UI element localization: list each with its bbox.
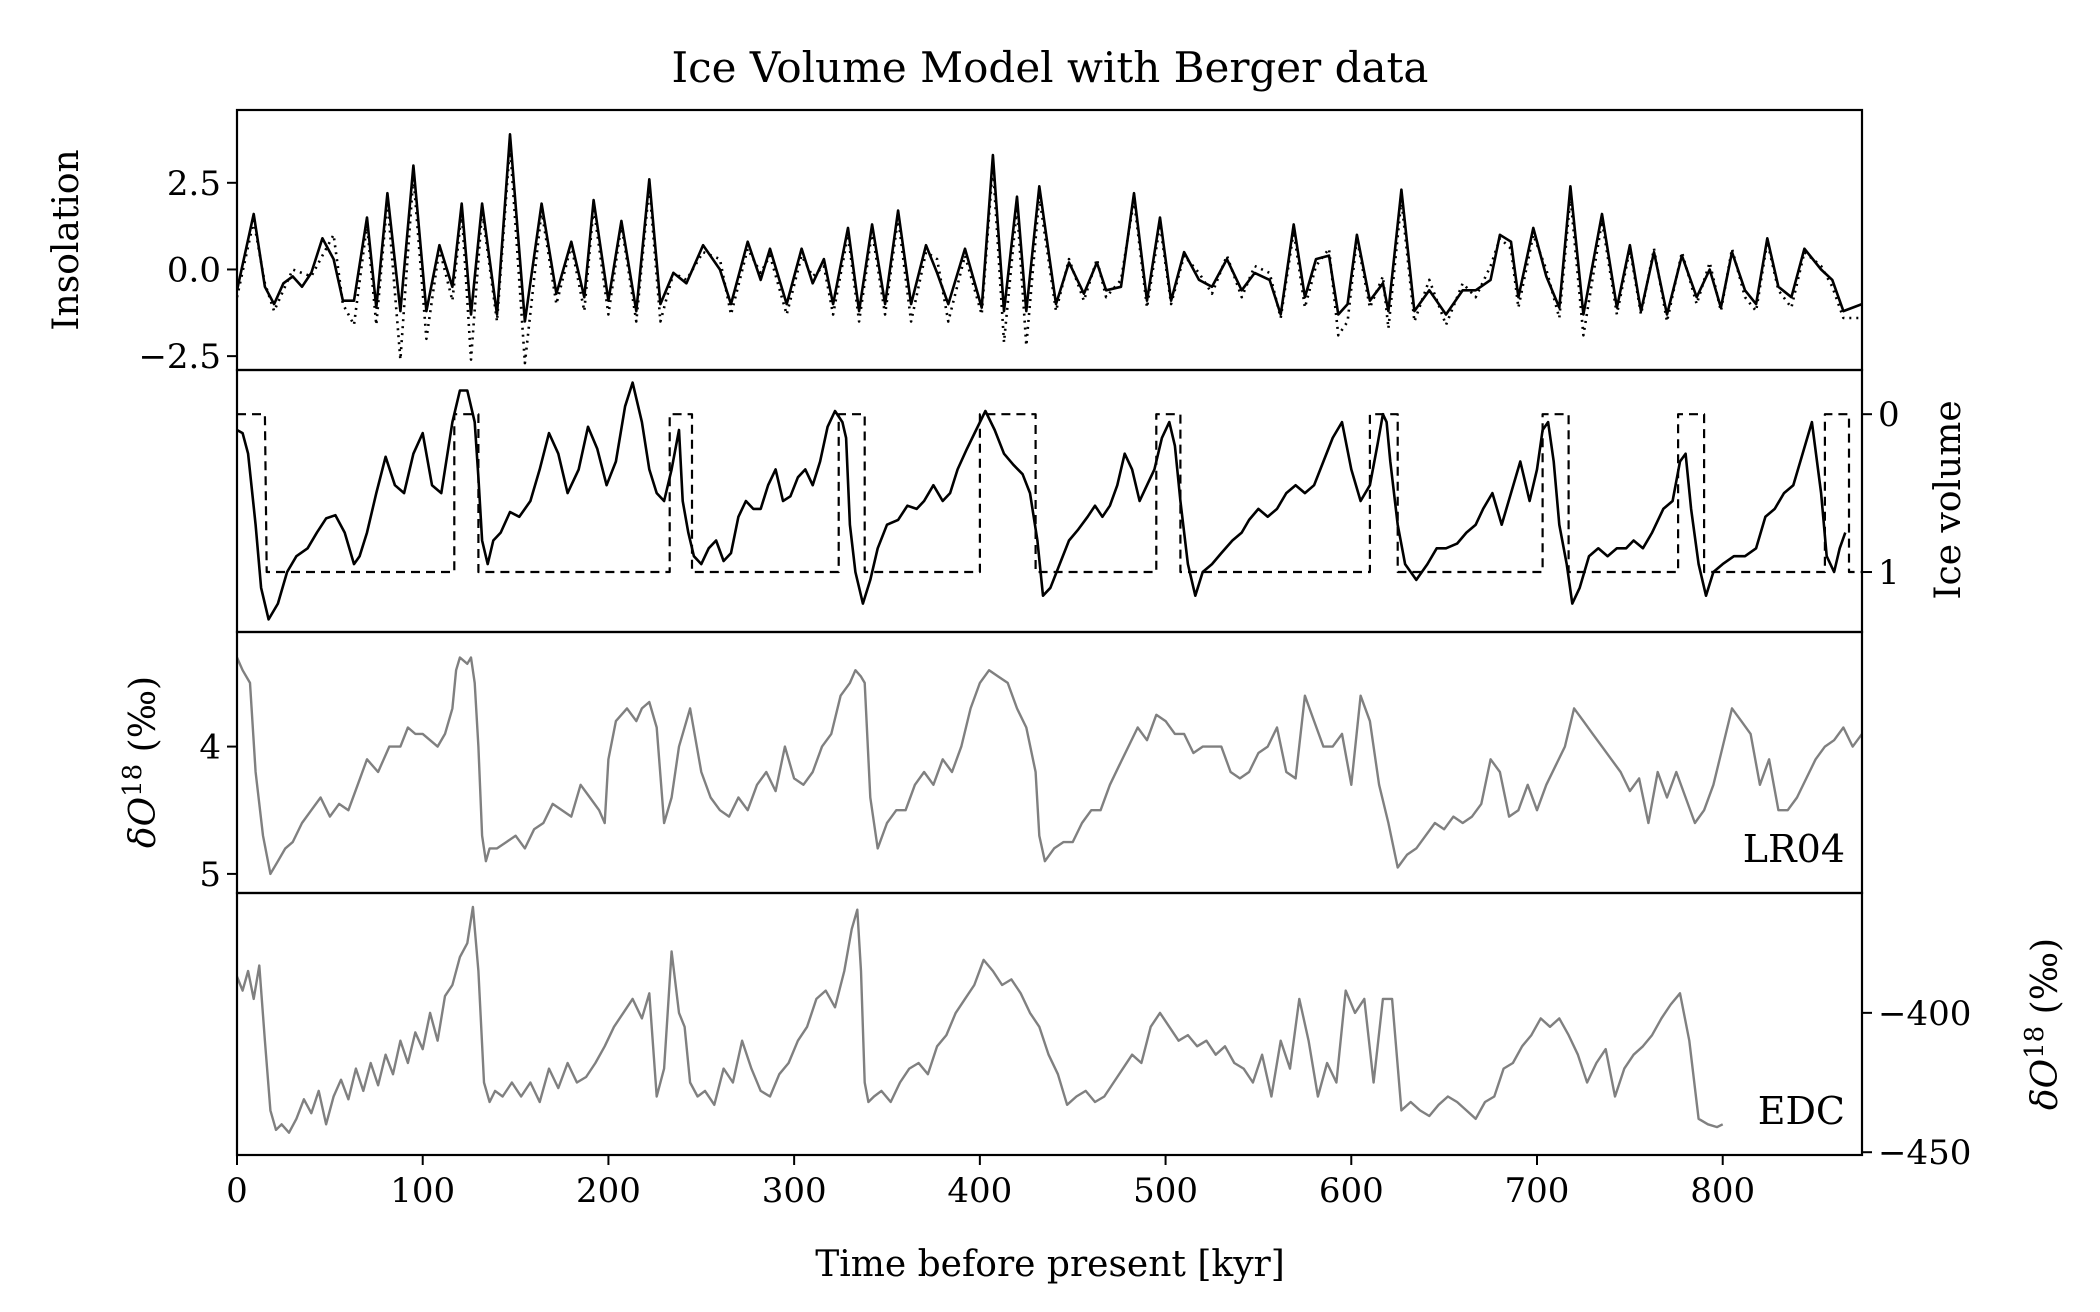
lr04-ytick-label: 5	[199, 855, 221, 895]
x-tick-label: 400	[947, 1171, 1012, 1211]
lr04-label: LR04	[1743, 827, 1845, 871]
x-tick-label: 700	[1505, 1171, 1570, 1211]
x-tick-label: 100	[390, 1171, 455, 1211]
lr04-series-solid	[237, 656, 1862, 876]
insolation-ytick-label: 0.0	[167, 250, 221, 290]
edc-series-solid	[237, 905, 1724, 1134]
x-axis: 0 100 200 300 400 500 600 700 800	[226, 1155, 1755, 1211]
x-tick-label: 600	[1319, 1171, 1384, 1211]
edc-frame	[235, 891, 1864, 1157]
panel-ice-volume: 01	[235, 368, 1900, 634]
edc-label: EDC	[1758, 1089, 1845, 1133]
panel-lr04: 45	[199, 630, 1864, 895]
edc-ytick-label: −450	[1878, 1133, 1971, 1173]
insolation-series-solid	[237, 133, 1862, 323]
x-tick-label: 300	[762, 1171, 827, 1211]
edc-ylabel: δO18 (‰)	[2020, 938, 2066, 1110]
panel-insolation: 2.5 0.0 −2.5	[138, 108, 1864, 377]
insolation-ytick-label: −2.5	[138, 337, 221, 377]
ice-volume-series-solid	[237, 381, 1847, 621]
x-tick-label: 800	[1690, 1171, 1755, 1211]
lr04-ylabel: δO18 (‰)	[118, 676, 164, 848]
ice-volume-ytick-label: 1	[1878, 553, 1900, 593]
insolation-ytick-label: 2.5	[167, 164, 221, 204]
edc-ytick-label: −400	[1878, 994, 1971, 1034]
ice-volume-ytick-label: 0	[1878, 395, 1900, 435]
ice-volume-series-dashed	[237, 413, 1862, 574]
ice-volume-ylabel: Ice volume	[1928, 400, 1969, 599]
x-axis-label: Time before present [kyr]	[815, 1244, 1285, 1285]
lr04-ytick-label: 4	[199, 728, 221, 768]
x-tick-label: 500	[1133, 1171, 1198, 1211]
x-tick-label: 200	[576, 1171, 641, 1211]
insolation-ylabel: Insolation	[46, 149, 87, 330]
x-tick-label: 0	[226, 1171, 248, 1211]
panel-edc: −400 −450	[235, 891, 1971, 1173]
chart-title: Ice Volume Model with Berger data	[672, 43, 1429, 92]
